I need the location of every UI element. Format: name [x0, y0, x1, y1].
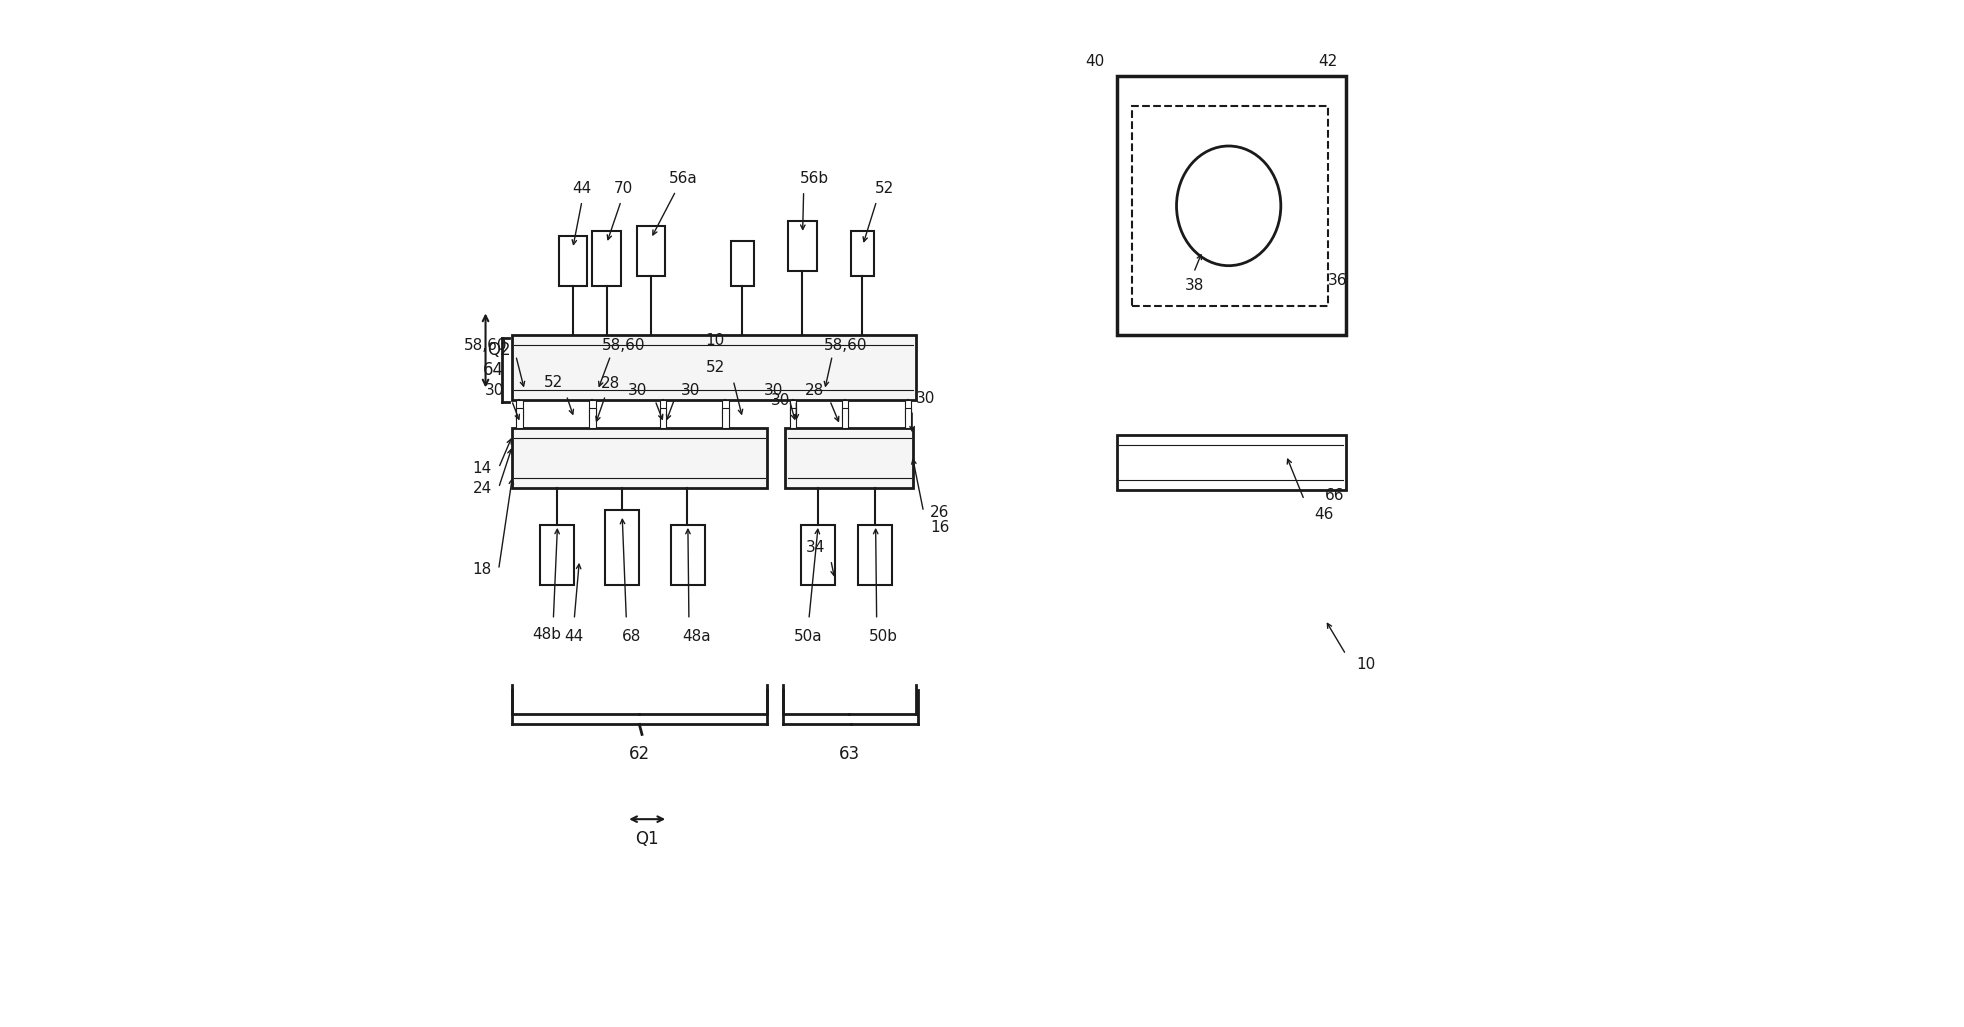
Bar — [589, 409, 595, 428]
Text: 10: 10 — [705, 333, 725, 348]
Text: 30: 30 — [628, 383, 648, 397]
Text: 48b: 48b — [532, 627, 562, 642]
Bar — [517, 401, 522, 420]
Bar — [843, 401, 848, 420]
Bar — [1118, 435, 1345, 490]
Text: 36: 36 — [1328, 273, 1347, 289]
Text: 30: 30 — [770, 392, 790, 408]
Bar — [723, 409, 729, 428]
Text: 28: 28 — [805, 383, 825, 397]
Text: Q2: Q2 — [487, 341, 511, 359]
Bar — [605, 510, 640, 584]
Text: 14: 14 — [473, 461, 491, 476]
Text: 44: 44 — [572, 182, 591, 196]
Text: 30: 30 — [485, 383, 505, 397]
Bar — [558, 236, 587, 286]
Bar — [1131, 106, 1328, 306]
Text: 56a: 56a — [670, 172, 697, 187]
Bar — [905, 401, 911, 420]
Bar — [788, 221, 817, 271]
Bar — [790, 401, 795, 420]
Bar — [858, 525, 892, 584]
Text: 50a: 50a — [793, 630, 823, 644]
Text: 58,60: 58,60 — [823, 338, 868, 353]
Text: 24: 24 — [473, 481, 491, 496]
Text: 52: 52 — [707, 359, 725, 375]
Bar — [731, 240, 754, 286]
Bar — [517, 409, 522, 428]
Text: 30: 30 — [915, 391, 935, 406]
Bar — [801, 525, 835, 584]
Bar — [723, 401, 729, 420]
Text: 50b: 50b — [868, 630, 898, 644]
Text: 46: 46 — [1314, 507, 1334, 523]
Bar — [589, 401, 595, 420]
Text: 52: 52 — [874, 182, 894, 196]
Text: 66: 66 — [1326, 488, 1345, 502]
Text: 30: 30 — [682, 383, 701, 397]
Text: 10: 10 — [1357, 657, 1375, 672]
Text: Q1: Q1 — [636, 830, 660, 848]
Text: 58,60: 58,60 — [464, 338, 507, 353]
Bar — [850, 231, 874, 275]
Bar — [660, 409, 666, 428]
Text: 58,60: 58,60 — [603, 338, 646, 353]
Text: 63: 63 — [839, 746, 860, 763]
Text: 64: 64 — [483, 362, 505, 379]
Ellipse shape — [1176, 146, 1281, 266]
Text: 16: 16 — [929, 521, 949, 535]
Bar — [593, 231, 621, 286]
Text: 38: 38 — [1184, 278, 1204, 293]
Text: 44: 44 — [564, 630, 583, 644]
Bar — [790, 409, 795, 428]
Text: 28: 28 — [601, 376, 621, 391]
Text: 42: 42 — [1318, 53, 1337, 69]
Text: 26: 26 — [929, 504, 949, 520]
Bar — [636, 226, 666, 275]
Text: 70: 70 — [615, 182, 632, 196]
Text: 40: 40 — [1084, 53, 1104, 69]
Text: 18: 18 — [473, 563, 491, 577]
Bar — [905, 409, 911, 428]
Text: 48a: 48a — [682, 630, 711, 644]
Bar — [511, 428, 768, 488]
Text: 30: 30 — [764, 383, 784, 397]
Text: 34: 34 — [805, 540, 825, 556]
Text: 56b: 56b — [799, 172, 829, 187]
Bar — [511, 336, 915, 401]
Bar — [670, 525, 705, 584]
Text: 62: 62 — [628, 746, 650, 763]
Bar — [786, 428, 913, 488]
Text: 52: 52 — [544, 375, 564, 390]
Bar — [1118, 76, 1345, 336]
Text: 68: 68 — [623, 630, 640, 644]
Bar — [540, 525, 573, 584]
Bar — [660, 401, 666, 420]
Bar — [843, 409, 848, 428]
